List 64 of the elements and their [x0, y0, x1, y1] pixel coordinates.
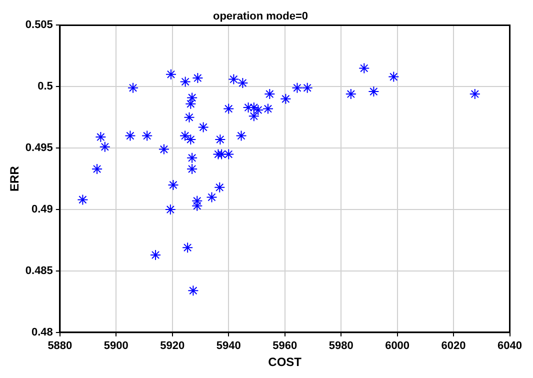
x-tick-label: 5900 — [104, 340, 128, 352]
point — [186, 163, 198, 174]
chart-title: operation mode=0 — [212, 10, 308, 23]
point — [302, 82, 313, 94]
point — [262, 103, 274, 114]
point — [358, 62, 370, 74]
point — [368, 86, 380, 98]
point — [216, 148, 228, 160]
point — [92, 163, 103, 174]
point — [186, 92, 198, 104]
point — [345, 88, 356, 100]
point — [228, 74, 240, 85]
point — [292, 82, 303, 94]
point — [212, 148, 224, 160]
point — [192, 72, 204, 84]
point — [198, 122, 209, 133]
point — [185, 98, 196, 110]
y-tick-label: 0.5 — [38, 80, 53, 93]
x-tick-label: 6020 — [441, 340, 466, 352]
point — [168, 179, 179, 190]
point — [214, 182, 226, 193]
point — [223, 148, 234, 160]
point — [180, 76, 191, 88]
point — [236, 130, 247, 142]
y-tick-label: 0.505 — [25, 19, 53, 32]
point — [388, 71, 400, 82]
point — [95, 132, 106, 143]
point — [242, 102, 254, 114]
x-tick-label: 5880 — [48, 340, 72, 352]
y-tick-label: 0.485 — [25, 264, 53, 277]
point — [237, 77, 248, 88]
x-tick-label: 6040 — [498, 340, 522, 352]
x-axis-title: COST — [268, 355, 302, 370]
point — [184, 112, 195, 123]
point — [214, 134, 226, 145]
x-tick-label: 5960 — [272, 340, 298, 352]
point — [165, 68, 176, 80]
point — [77, 194, 88, 206]
y-axis-title: ERR — [8, 166, 22, 192]
point — [182, 242, 194, 254]
point — [164, 204, 176, 216]
point — [264, 88, 276, 100]
point — [186, 152, 198, 164]
point — [99, 141, 110, 152]
point — [188, 285, 199, 296]
x-tick-label: 5920 — [160, 340, 185, 352]
point — [223, 103, 234, 114]
point — [185, 134, 196, 145]
point — [128, 82, 139, 94]
point — [206, 192, 218, 203]
x-tick-label: 6000 — [385, 340, 410, 352]
x-tick-label: 5980 — [328, 340, 354, 352]
point — [248, 110, 260, 122]
point — [469, 88, 480, 100]
x-tick-label: 5940 — [216, 340, 241, 352]
point — [124, 130, 136, 142]
y-tick-label: 0.49 — [32, 204, 53, 216]
point — [158, 144, 170, 155]
point — [150, 249, 162, 260]
y-tick-label: 0.48 — [32, 326, 53, 338]
point — [280, 93, 292, 104]
point — [180, 130, 191, 142]
y-tick-label: 0.495 — [25, 142, 53, 154]
point — [142, 130, 153, 142]
